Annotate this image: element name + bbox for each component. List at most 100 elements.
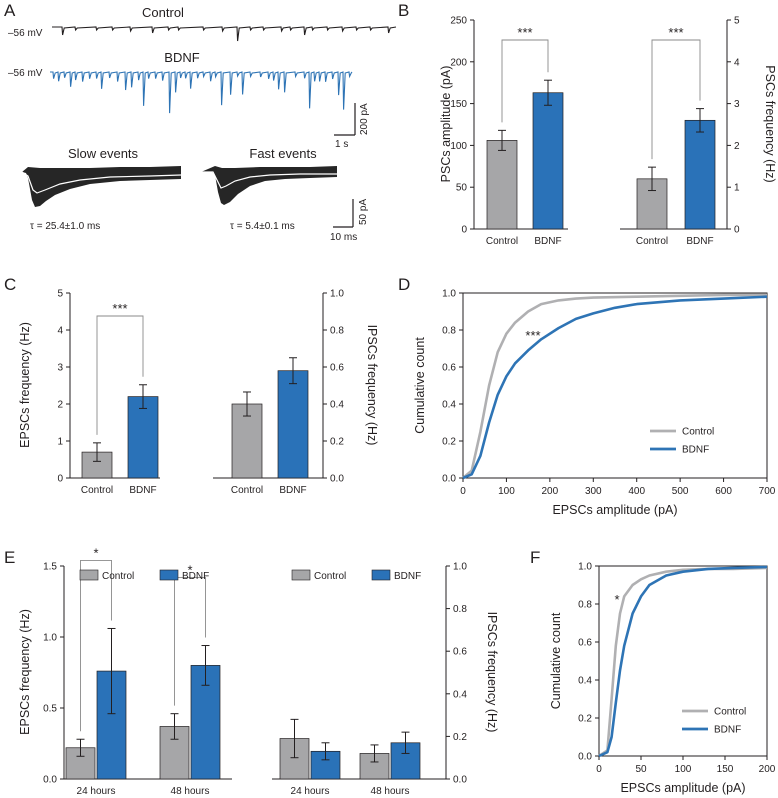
chart-b-psc-frequency: 0 1 2 3 4 5 Control BDNF PSCs frequency (Hz) *** [620,16,777,247]
panel-letter-d: D [398,275,410,294]
D-line-bdnf [462,295,768,480]
F-x-axis-label: EPSCs amplitude (pA) [620,781,745,795]
D-x-tick-label: 300 [585,486,602,497]
E-left-y-tick-label: 1.0 [43,633,57,644]
D-significance-label: *** [525,328,540,343]
F-y-tick-label: 0.0 [578,752,592,763]
panel-letter-a: A [4,1,16,20]
panel-letter-f: F [530,548,540,567]
E-left-y-tick-label: 0.5 [43,704,57,715]
chart-e-ipsc-frequency: 0.0 0.2 0.4 0.6 0.8 1.0 24 hours 48 hours Contro… [272,562,499,797]
B-left-y-tick-label: 0 [461,225,467,236]
D-x-tick-label: 100 [498,486,515,497]
B-right-y-tick-label: 3 [734,99,740,110]
E-right-legend-swatch-bdnf [371,569,391,581]
C-left-significance [96,315,144,435]
D-y-tick-label: 0.8 [442,326,456,337]
B-left-bar-control [486,140,518,230]
C-right-y-axis-label: IPSCs frequency (Hz) [365,325,379,446]
C-right-x-tick-label: Control [231,485,263,496]
C-left-significance-label: *** [112,301,127,316]
F-significance-label: * [614,592,619,607]
E-right-y-tick-label: 0.6 [453,647,467,658]
D-line-control [462,293,767,479]
E-right-x-tick-label: 24 hours [291,786,330,797]
trace-scale-bar: 1 s 200 pA [334,103,370,150]
scale-amp-label: 200 pA [359,103,370,135]
F-x-tick-label: 150 [717,764,734,775]
slow-events-title: Slow events [68,146,139,161]
D-x-tick-label: 0 [460,486,466,497]
bdnf-trace-label: BDNF [164,50,199,65]
B-right-y-tick-label: 1 [734,183,740,194]
D-legend-control: Control [682,427,714,438]
B-right-significance-label: *** [668,25,683,40]
B-right-y-axis-label: PSCs frequency (Hz) [763,65,777,182]
E-left-significance [174,577,206,706]
C-left-y-tick-label: 3 [57,363,63,374]
control-current-trace [52,26,397,42]
B-left-y-tick-label: 200 [450,57,467,68]
F-y-axis-label: Cumulative count [549,612,563,709]
E-left-significance-label: * [93,545,98,560]
B-left-y-axis-label: PSCs amplitude (pA) [439,66,453,183]
E-left-y-tick-label: 0.0 [43,775,57,786]
C-left-x-tick-label: BDNF [129,485,156,496]
fast-events-overlay [201,166,337,205]
slow-events-average [21,171,182,194]
B-left-significance-label: *** [517,25,532,40]
E-right-y-tick-label: 0.2 [453,732,467,743]
C-left-y-tick-label: 2 [57,400,63,411]
scale2-time-label: 10 ms [330,232,357,243]
E-left-significance-label: * [187,563,192,578]
E-left-legend-swatch-control [79,569,99,581]
C-left-y-tick-label: 1 [57,437,63,448]
D-y-tick-label: 0.2 [442,437,456,448]
C-right-y-tick-label: 0.6 [330,363,344,374]
panel-letter-c: C [4,275,16,294]
B-right-x-tick-label: BDNF [686,236,713,247]
C-right-bar-bdnf [277,370,309,479]
E-left-legend-swatch-bdnf [159,569,179,581]
scale2-amp-label: 50 pA [358,199,369,225]
control-voltage-label: –56 mV [8,28,43,39]
E-left-significance [80,560,112,732]
E-right-y-tick-label: 0.8 [453,604,467,615]
C-left-x-tick-label: Control [81,485,113,496]
E-left-y-tick-label: 1.5 [43,562,57,573]
F-line-bdnf [598,565,768,758]
fast-events-title: Fast events [249,146,317,161]
E-right-y-axis-label: IPSCs frequency (Hz) [485,612,499,733]
D-y-tick-label: 0.6 [442,363,456,374]
B-left-x-tick-label: Control [486,236,518,247]
C-left-bar-bdnf [127,396,159,479]
C-left-y-tick-label: 4 [57,326,63,337]
chart-c-epsc-frequency: 0 1 2 3 4 5 Control BDNF EPSCs frequency (Hz) *** [18,289,160,496]
F-y-tick-label: 0.6 [578,638,592,649]
B-left-bar-bdnf [532,92,564,230]
E-right-y-tick-label: 0.4 [453,689,467,700]
D-x-tick-label: 200 [542,486,559,497]
bdnf-current-trace [50,71,353,114]
E-left-x-tick-label: 24 hours [77,786,116,797]
B-right-y-tick-label: 0 [734,225,740,236]
F-y-tick-label: 1.0 [578,562,592,573]
F-x-tick-label: 50 [635,764,647,775]
B-left-y-tick-label: 50 [456,183,468,194]
D-x-tick-label: 600 [715,486,732,497]
D-y-axis-label: Cumulative count [413,337,427,434]
E-right-y-tick-label: 0.0 [453,775,467,786]
chart-e-epsc-frequency: 0.0 0.5 1.0 1.5 24 hours * 48 hours * Control BDN… [18,545,232,797]
panel-letter-e: E [4,548,15,567]
F-x-tick-label: 0 [596,764,602,775]
B-right-bar-bdnf [684,119,716,230]
E-right-legend-bdnf: BDNF [394,571,421,582]
E-left-x-tick-label: 48 hours [171,786,210,797]
E-right-y-tick-label: 1.0 [453,562,467,573]
B-left-y-tick-label: 250 [450,16,467,27]
C-right-y-tick-label: 0.2 [330,437,344,448]
fast-events-average [201,171,337,189]
B-right-x-tick-label: Control [636,236,668,247]
F-y-tick-label: 0.8 [578,600,592,611]
F-legend-control: Control [714,707,746,718]
